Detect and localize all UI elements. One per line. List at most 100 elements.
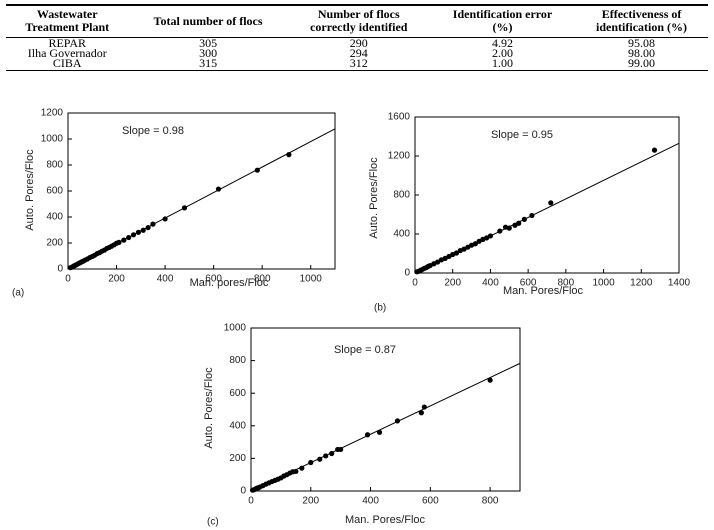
y-tick-label: 800	[229, 355, 246, 366]
y-tick-label: 0	[404, 268, 410, 279]
y-tick-label: 800	[393, 190, 410, 201]
table-cell: 98.00	[628, 46, 656, 60]
header-row: Wastewater Treatment Plant Total number o…	[6, 4, 708, 38]
column-header: Wastewater Treatment Plant	[6, 4, 129, 38]
y-tick-label: 400	[229, 420, 246, 431]
data-point	[254, 167, 260, 173]
x-tick-label: 0	[65, 274, 71, 285]
data-point	[521, 216, 527, 222]
table-cell: 312	[287, 57, 430, 71]
x-tick-label: 800	[254, 274, 271, 285]
data-point	[472, 241, 478, 247]
data-point	[487, 233, 494, 239]
x-tick-label: 600	[422, 496, 439, 507]
x-tick-label: 0	[412, 278, 418, 289]
table-cell: REPAR	[48, 36, 87, 50]
x-axis-label: Man. Pores/Floc	[345, 514, 426, 526]
annotation: Slope = 0.98	[122, 125, 184, 137]
x-tick-label: 1000	[300, 274, 323, 285]
data-point	[126, 234, 132, 241]
x-tick-label: 400	[157, 274, 174, 285]
x-tick-label: 800	[482, 496, 499, 507]
x-tick-label: 1400	[668, 278, 691, 289]
data-point	[116, 239, 122, 245]
data-point	[329, 450, 335, 457]
x-tick-label: 200	[108, 274, 125, 285]
table-cell: 99.00	[575, 57, 708, 71]
table-row: Ilha Governador 300 294 2.00 98.00	[6, 46, 708, 60]
panel-label: (c)	[207, 517, 219, 528]
annotation: Slope = 0.95	[491, 129, 553, 141]
data-point	[135, 229, 141, 235]
table-cell: 315	[128, 57, 288, 71]
x-tick-label: 1200	[630, 278, 653, 289]
data-point	[506, 225, 512, 231]
data-point	[215, 186, 222, 192]
table-cell: 300	[199, 46, 218, 60]
y-tick-label: 1600	[388, 112, 411, 123]
y-axis-label: Auto. Pores/Floc	[368, 157, 380, 239]
column-header: Number of flocs correctly identified	[287, 4, 430, 38]
data-point	[286, 152, 292, 158]
y-tick-label: 600	[46, 186, 63, 197]
data-point	[121, 237, 127, 243]
table-cell: 4.92	[491, 36, 513, 50]
x-tick-label: 400	[362, 496, 379, 507]
column-header: Identification error (%)	[429, 4, 576, 38]
x-axis-label: Man. pores/Floc	[190, 277, 269, 289]
data-point	[364, 432, 371, 438]
table-cell: 1.00	[429, 57, 576, 71]
table-row: REPAR 305 290 4.92 95.08	[6, 36, 708, 50]
x-tick-label: 400	[482, 278, 499, 289]
panel-label: (a)	[12, 288, 24, 299]
y-tick-label: 400	[393, 229, 410, 240]
table-cell: CIBA	[6, 57, 129, 71]
plot-frame	[250, 327, 521, 492]
x-tick-label: 600	[205, 274, 222, 285]
x-tick-label: 200	[444, 278, 461, 289]
data-point	[145, 225, 151, 231]
x-tick-label: 1000	[592, 278, 615, 289]
column-header: Total number of flocs	[128, 4, 288, 38]
annotation: Slope = 0.87	[334, 344, 396, 356]
data-point	[453, 250, 460, 256]
y-tick-label: 200	[229, 453, 246, 464]
x-tick-label: 600	[520, 278, 537, 289]
data-point	[308, 459, 314, 466]
data-point	[529, 212, 535, 219]
data-point	[140, 227, 146, 233]
y-tick-label: 200	[46, 238, 63, 249]
panel-label: (b)	[374, 303, 386, 314]
x-axis-label: Man. Pores/Floc	[503, 285, 584, 297]
data-point	[150, 221, 156, 227]
y-tick-label: 800	[46, 160, 63, 171]
table-cell: 2.00	[491, 46, 513, 60]
data-point	[435, 259, 441, 265]
y-axis-label: Auto. Pores/Floc	[203, 367, 215, 449]
data-point	[376, 429, 383, 435]
data-point	[130, 232, 137, 238]
table-cell: 290	[349, 36, 368, 50]
y-tick-label: 0	[240, 486, 246, 497]
table-row: CIBA 315 312 1.00 99.00	[6, 57, 708, 71]
data-point	[487, 377, 493, 383]
data-point	[317, 456, 323, 462]
data-point	[338, 446, 344, 453]
data-point	[548, 200, 554, 206]
data-point	[162, 216, 168, 222]
data-point	[181, 205, 188, 211]
y-tick-label: 1000	[41, 134, 64, 145]
y-tick-label: 1200	[41, 108, 64, 119]
table-cell: 95.08	[628, 36, 656, 50]
y-axis-label: Auto. Pores/Floc	[24, 149, 36, 231]
column-header: Effectiveness of identification (%)	[575, 4, 708, 38]
results-table: Wastewater Treatment Plant Total number o…	[6, 4, 708, 71]
y-tick-label: 0	[57, 264, 63, 275]
table-cell: 294	[349, 46, 368, 60]
data-point	[323, 453, 329, 459]
data-point	[293, 468, 299, 475]
table-cell: Ilha Governador	[27, 46, 107, 60]
data-point	[421, 404, 427, 410]
